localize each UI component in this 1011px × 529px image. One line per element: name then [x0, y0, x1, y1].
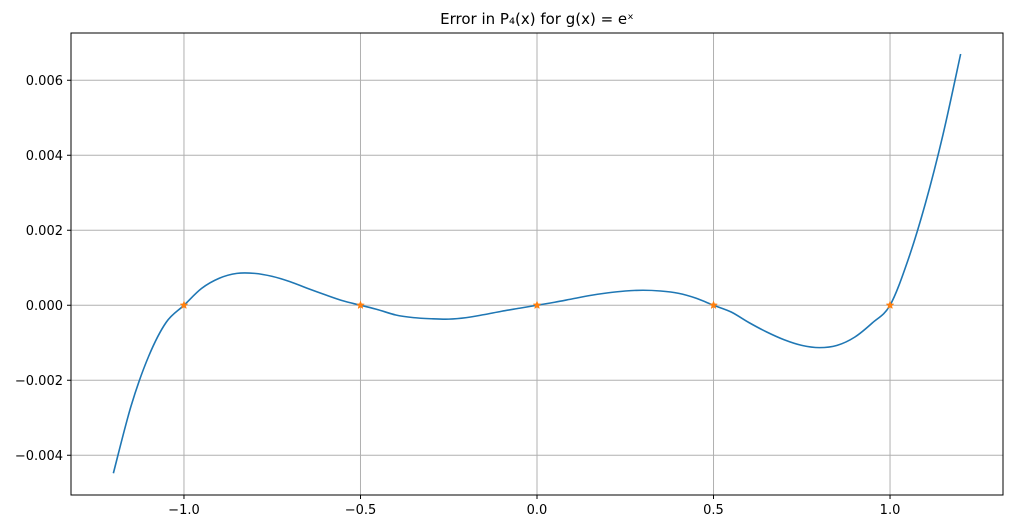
y-tick-label: 0.000 [26, 299, 63, 314]
x-axis-ticks: −1.0 −0.5 0.0 0.5 1.0 [168, 495, 900, 518]
y-tick-label: 0.004 [26, 149, 63, 164]
y-tick-label: −0.004 [15, 449, 63, 464]
x-tick-label: 0.0 [527, 503, 548, 518]
node-marker-star [356, 300, 365, 310]
node-marker-star [885, 300, 895, 310]
y-tick-label: 0.006 [26, 74, 63, 89]
node-marker-star [709, 300, 718, 310]
y-tick-label: −0.002 [15, 374, 63, 389]
y-tick-label: 0.002 [26, 224, 63, 239]
grid [71, 33, 1003, 495]
x-tick-label: 1.0 [880, 503, 901, 518]
x-tick-label: −0.5 [345, 503, 377, 518]
node-marker-star [179, 300, 189, 310]
x-tick-label: 0.5 [703, 503, 724, 518]
x-tick-label: −1.0 [168, 503, 200, 518]
node-markers [179, 300, 895, 310]
node-marker-star [532, 300, 542, 310]
chart-title: Error in P₄(x) for g(x) = eˣ [440, 10, 634, 28]
y-axis-ticks: −0.004 −0.002 0.000 0.002 0.004 0.006 [15, 74, 71, 464]
